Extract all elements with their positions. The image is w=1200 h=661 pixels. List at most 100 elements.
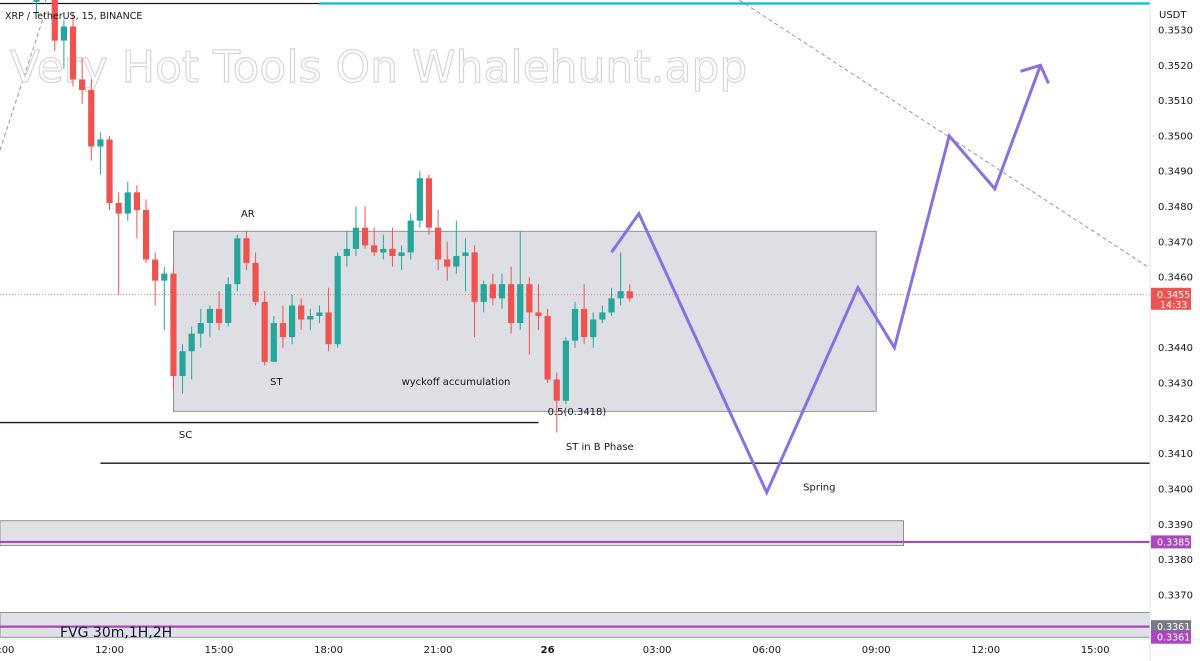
projected-price-path[interactable]: [610, 64, 1042, 497]
candle[interactable]: [489, 273, 496, 306]
candle-body: [51, 0, 58, 41]
candle-body: [489, 284, 496, 299]
candle-body: [206, 308, 214, 324]
candle-body: [480, 284, 487, 302]
candle[interactable]: [307, 308, 314, 331]
candle[interactable]: [179, 344, 186, 394]
candle[interactable]: [535, 284, 542, 331]
candle[interactable]: [51, 0, 58, 52]
candle[interactable]: [142, 199, 150, 264]
watermark: Very Hot Tools On Whalehunt.app: [10, 42, 747, 93]
candle[interactable]: [453, 220, 460, 274]
price-axis[interactable]: 0.3530 0.3520 0.3510 0.3500 0.3490 0.3480 0.34…: [1158, 26, 1193, 602]
candle[interactable]: [608, 287, 615, 316]
candle[interactable]: [352, 206, 360, 256]
candle[interactable]: [544, 308, 551, 384]
time-tick-label: 15:00: [1081, 645, 1110, 656]
candle[interactable]: [562, 337, 569, 405]
candle[interactable]: [124, 181, 131, 221]
candle[interactable]: [161, 266, 168, 331]
candle[interactable]: [389, 227, 396, 267]
candle-body: [316, 312, 323, 316]
candle-body: [371, 245, 378, 253]
candle-body: [243, 238, 250, 264]
candle[interactable]: [398, 245, 405, 271]
candle[interactable]: [188, 326, 195, 380]
time-tick-label: 12:00: [95, 645, 124, 656]
candle[interactable]: [553, 372, 560, 433]
candle[interactable]: [571, 301, 579, 348]
candle[interactable]: [581, 284, 588, 345]
candle[interactable]: [462, 238, 469, 292]
candle[interactable]: [407, 213, 414, 260]
annotation-label: ST in B Phase: [566, 442, 634, 453]
candle-body: [553, 379, 560, 401]
candle-body: [526, 284, 533, 313]
candle[interactable]: [617, 252, 624, 306]
candle[interactable]: [270, 315, 277, 362]
candle[interactable]: [106, 135, 113, 211]
candle-body: [179, 351, 186, 376]
time-axis[interactable]: 09:00 12:00 15:00 18:00 21:00 26 03:00 06:00 09:…: [0, 645, 1110, 656]
candle[interactable]: [288, 294, 296, 345]
candle[interactable]: [380, 234, 387, 260]
candle[interactable]: [425, 174, 433, 235]
projection-layer: [610, 63, 1050, 497]
candle[interactable]: [599, 305, 606, 324]
candle[interactable]: [361, 206, 369, 249]
candle[interactable]: [416, 171, 423, 228]
candle[interactable]: [215, 291, 223, 331]
candle[interactable]: [517, 231, 524, 331]
candle[interactable]: [498, 273, 506, 309]
candle[interactable]: [279, 305, 287, 348]
candle[interactable]: [170, 266, 177, 391]
annotation-layer: AR ST wyckoff accumulation SC 0.5(0.3418) ST …: [179, 209, 836, 494]
fvg-zone-box[interactable]: [0, 612, 1151, 638]
candle[interactable]: [480, 280, 487, 313]
trend-line[interactable]: [0, 10, 47, 151]
candle[interactable]: [197, 308, 204, 348]
candle[interactable]: [261, 291, 268, 366]
candle[interactable]: [225, 277, 232, 327]
candle[interactable]: [526, 277, 533, 355]
candle[interactable]: [234, 234, 241, 292]
candle[interactable]: [252, 252, 259, 306]
trend-line[interactable]: [739, 0, 1151, 269]
symbol-header[interactable]: XRP / TetherUS, 15, BINANCE: [5, 11, 142, 22]
candle[interactable]: [33, 0, 40, 13]
candle-body: [79, 79, 86, 91]
candle-body: [106, 139, 113, 203]
candle[interactable]: [444, 241, 451, 281]
candle[interactable]: [508, 266, 515, 334]
candle[interactable]: [69, 12, 77, 87]
candle[interactable]: [471, 245, 478, 338]
candle[interactable]: [88, 79, 95, 161]
candle[interactable]: [316, 305, 323, 324]
candle-body: [161, 273, 168, 281]
candle[interactable]: [626, 284, 633, 302]
candle-body: [188, 333, 195, 352]
candle[interactable]: [152, 252, 159, 306]
price-tick-label: 0.3470: [1158, 237, 1193, 248]
price-tick-label: 0.3370: [1158, 590, 1193, 601]
candle[interactable]: [206, 305, 214, 338]
current-price-value: 0.3455: [1157, 290, 1190, 301]
candle[interactable]: [97, 132, 104, 175]
candle[interactable]: [298, 298, 305, 331]
candle-body: [60, 26, 67, 41]
candle[interactable]: [371, 227, 378, 256]
candle[interactable]: [325, 287, 332, 352]
candle[interactable]: [590, 312, 597, 348]
candle[interactable]: [60, 19, 67, 69]
candle[interactable]: [343, 231, 350, 267]
level-price-tag: 0.3361: [1151, 620, 1191, 634]
candle[interactable]: [115, 192, 122, 295]
candle-body: [261, 301, 268, 362]
candle[interactable]: [434, 210, 442, 271]
candle[interactable]: [334, 252, 341, 348]
candle[interactable]: [79, 58, 86, 105]
candle[interactable]: [133, 185, 141, 239]
candle[interactable]: [243, 231, 250, 271]
